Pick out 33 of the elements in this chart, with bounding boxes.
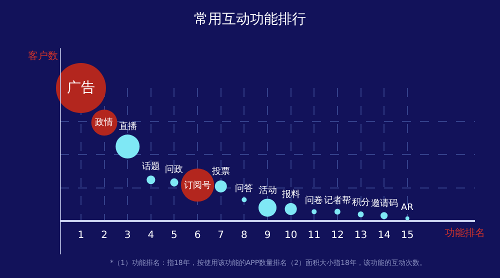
annotation: 问答 — [235, 183, 253, 194]
x-tick-label: 2 — [101, 230, 108, 241]
x-tick-label: 6 — [194, 230, 201, 241]
x-tick-label: 12 — [331, 230, 344, 241]
x-tick-label: 3 — [124, 230, 131, 241]
annotation: 话题 — [142, 161, 160, 172]
annotation: 政情 — [95, 117, 113, 128]
x-tick-label: 14 — [378, 230, 390, 241]
annotation: 邀请码 — [371, 198, 398, 209]
annotation: AR — [401, 203, 414, 213]
x-tick-label: 1 — [78, 230, 84, 241]
y-axis-title: 客户数 — [28, 50, 58, 62]
x-tick-label: 15 — [401, 230, 414, 241]
annotation: 订阅号 — [184, 180, 211, 191]
x-tick-label: 10 — [284, 230, 298, 241]
annotation: 问政 — [165, 164, 183, 175]
x-tick-label: 7 — [218, 230, 224, 241]
annotation: 记者帮 — [324, 195, 351, 206]
annotation: 活动 — [259, 185, 277, 196]
x-tick-label: 8 — [241, 230, 248, 241]
annotation: 问卷 — [305, 195, 323, 206]
x-tick-label: 11 — [308, 230, 320, 241]
x-axis-title: 功能排名 — [445, 227, 485, 239]
annotation: 广告 — [67, 80, 95, 96]
annotation: 积分 — [352, 197, 370, 208]
annotation: 投票 — [211, 166, 230, 177]
chart-title: 常用互动功能排行 — [194, 12, 306, 28]
x-tick-label: 4 — [148, 230, 154, 241]
x-tick-label: 13 — [354, 230, 368, 241]
annotation: 直播 — [119, 121, 137, 132]
x-tick-label: 9 — [264, 230, 271, 241]
x-tick-label: 5 — [171, 230, 178, 241]
annotation: 报料 — [281, 189, 300, 200]
